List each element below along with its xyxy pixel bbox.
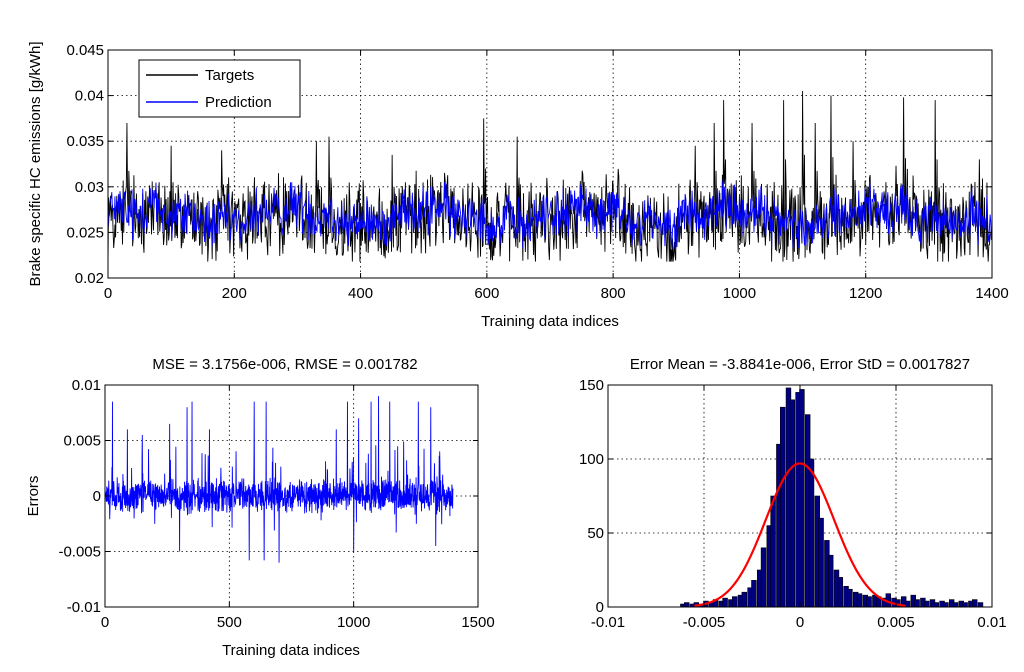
y-tick-label: -0.01 [67,599,101,616]
histogram-ticks: -0.01 -0.005 0 0.005 0.01 0 50 100 150 [579,377,1007,631]
histogram-bar [751,580,757,608]
top-x-axis-label: Training data indices [481,313,619,330]
histogram-bar [847,588,853,608]
y-tick-label: 0.005 [63,433,101,450]
x-tick-label: 1000 [723,285,756,302]
histogram-bar [770,495,776,608]
y-tick-label: 0.03 [75,179,104,196]
x-tick-label: 200 [222,285,247,302]
x-tick-label: 0 [101,614,109,631]
histogram-chart: Error Mean = -3.8841e-006, Error StD = 0… [579,356,1007,631]
histogram-bar [722,597,728,608]
top-legend: Targets Prediction [138,59,301,118]
histogram-bar [933,602,940,608]
histogram-bar [684,602,690,608]
y-tick-label: 0.035 [66,133,104,150]
y-tick-label: 100 [579,451,604,468]
histogram-fit [694,462,906,607]
histogram-bar [972,599,978,608]
x-tick-label: 1500 [461,614,494,631]
y-tick-label: 150 [579,377,604,394]
x-tick-label: 400 [348,285,373,302]
histogram-bar [952,602,959,608]
y-tick-label: 0.045 [66,42,104,59]
histogram-bar [818,517,824,608]
top-ticks: 0 200 400 600 800 1000 1200 1400 0.02 0.025 0.03 0.… [66,42,1008,302]
x-tick-label: 0.01 [977,614,1006,631]
top-chart: 0 200 400 600 800 1000 1200 1400 0.02 0.025 0.03 0.… [27,41,1009,330]
histogram-bar [741,591,748,608]
y-tick-label: 50 [587,525,604,542]
errors-chart-title: MSE = 3.1756e-006, RMSE = 0.001782 [152,356,417,373]
x-tick-label: 1400 [975,285,1008,302]
y-tick-label: -0.005 [58,544,101,561]
errors-y-axis-label: Errors [25,476,42,517]
histogram-bar [962,602,968,608]
x-tick-label: 1000 [337,614,370,631]
y-tick-label: 0 [596,599,604,616]
series-line-errors [104,396,454,563]
errors-ticks: 0 500 1000 1500 -0.01 -0.005 0 0.005 0.01 [58,377,494,631]
errors-series [104,396,454,563]
histogram-bar [914,599,920,608]
x-tick-label: -0.01 [591,614,625,631]
legend-label-prediction: Prediction [205,94,272,111]
errors-chart: MSE = 3.1756e-006, RMSE = 0.001782 0 500 1… [25,356,495,659]
x-tick-label: 600 [474,285,499,302]
top-axes-box [107,49,993,279]
histogram-bar [828,554,834,608]
histogram-bar [943,602,949,608]
legend-box [138,59,301,118]
y-tick-label: 0.025 [66,224,104,241]
histogram-bar [732,596,738,608]
histogram-bar [977,602,984,608]
histogram-bar [780,406,786,608]
histogram-bar [866,596,872,608]
histogram-bar [789,399,796,608]
gaussian-fit-curve [694,462,906,607]
top-series [107,91,992,262]
histogram-bar [808,458,815,608]
x-tick-label: 0.005 [877,614,915,631]
x-tick-label: 0 [796,614,804,631]
y-tick-label: 0.04 [75,88,104,105]
x-tick-label: -0.005 [683,614,726,631]
series-line-targets [107,91,992,262]
x-tick-label: 0 [104,285,112,302]
histogram-bar [799,389,805,608]
y-tick-label: 0.01 [72,377,101,394]
x-tick-label: 500 [217,614,242,631]
histogram-bar [924,600,930,608]
histogram-bar [837,577,844,608]
legend-label-targets: Targets [205,67,254,84]
top-y-axis-label: Brake specific HC emissions [g/kWh] [27,41,44,286]
histogram-bar [904,600,911,608]
histogram-bar [856,593,863,608]
series-line-prediction [107,180,992,249]
errors-x-axis-label: Training data indices [222,642,360,659]
y-tick-label: 0.02 [75,270,104,287]
histogram-chart-title: Error Mean = -3.8841e-006, Error StD = 0… [630,356,970,373]
x-tick-label: 800 [601,285,626,302]
x-tick-label: 1200 [849,285,882,302]
y-tick-label: 0 [93,488,101,505]
histogram-bar [760,547,767,608]
